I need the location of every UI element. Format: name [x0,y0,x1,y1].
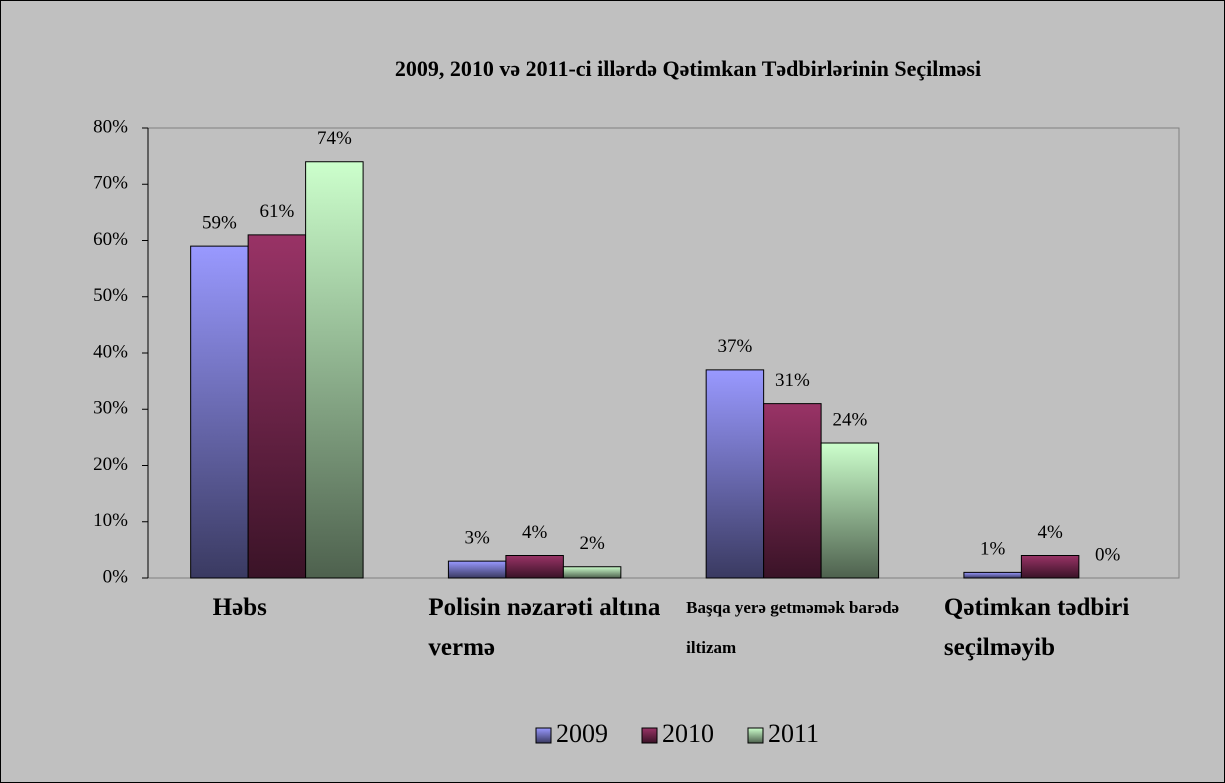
bar [820,442,880,579]
value-label: 4% [1037,522,1063,543]
legend-swatch [535,727,552,744]
x-tick-label: Başqa yerə getməmək barədə iltizam [686,598,900,657]
x-tick-label: Qətimkan tədbiri seçilməyib [943,594,1130,661]
value-label: 4% [522,522,548,543]
y-tick-label: 0% [103,566,129,587]
value-label: 59% [202,212,237,233]
x-tick-label: Həbs [212,594,267,621]
legend-label: 2010 [662,719,714,748]
bar [305,161,364,579]
bar [1020,555,1080,579]
value-label: 1% [980,539,1006,560]
bar [190,245,249,579]
y-tick-label: 40% [93,341,128,362]
legend-swatch [747,727,764,744]
y-tick-label: 70% [93,173,128,194]
y-tick-label: 20% [93,454,128,475]
bar [963,571,1022,579]
legend-label: 2011 [768,719,819,748]
value-label: 24% [832,409,867,430]
x-tick-label: Polisin nəzarəti altına vermə [428,594,661,661]
value-label: 74% [317,128,352,149]
value-label: 31% [775,370,810,391]
y-tick-label: 80% [93,116,128,137]
value-label: 2% [579,533,605,554]
y-tick-label: 30% [93,398,128,419]
value-label: 61% [259,201,294,222]
bar [447,560,507,579]
y-tick-label: 50% [93,285,128,306]
value-label: 37% [717,336,752,357]
bar [247,234,307,579]
chart-title: 2009, 2010 və 2011-ci illərdə Qətimkan T… [395,56,981,81]
bar [763,403,822,579]
value-label: 0% [1095,544,1121,565]
bar [562,566,622,579]
bar [705,369,765,579]
y-tick-label: 10% [93,510,128,531]
y-tick-label: 60% [93,229,128,250]
bar [505,555,564,579]
legend-swatch [641,727,658,744]
legend-label: 2009 [556,719,608,748]
value-label: 3% [464,527,490,548]
